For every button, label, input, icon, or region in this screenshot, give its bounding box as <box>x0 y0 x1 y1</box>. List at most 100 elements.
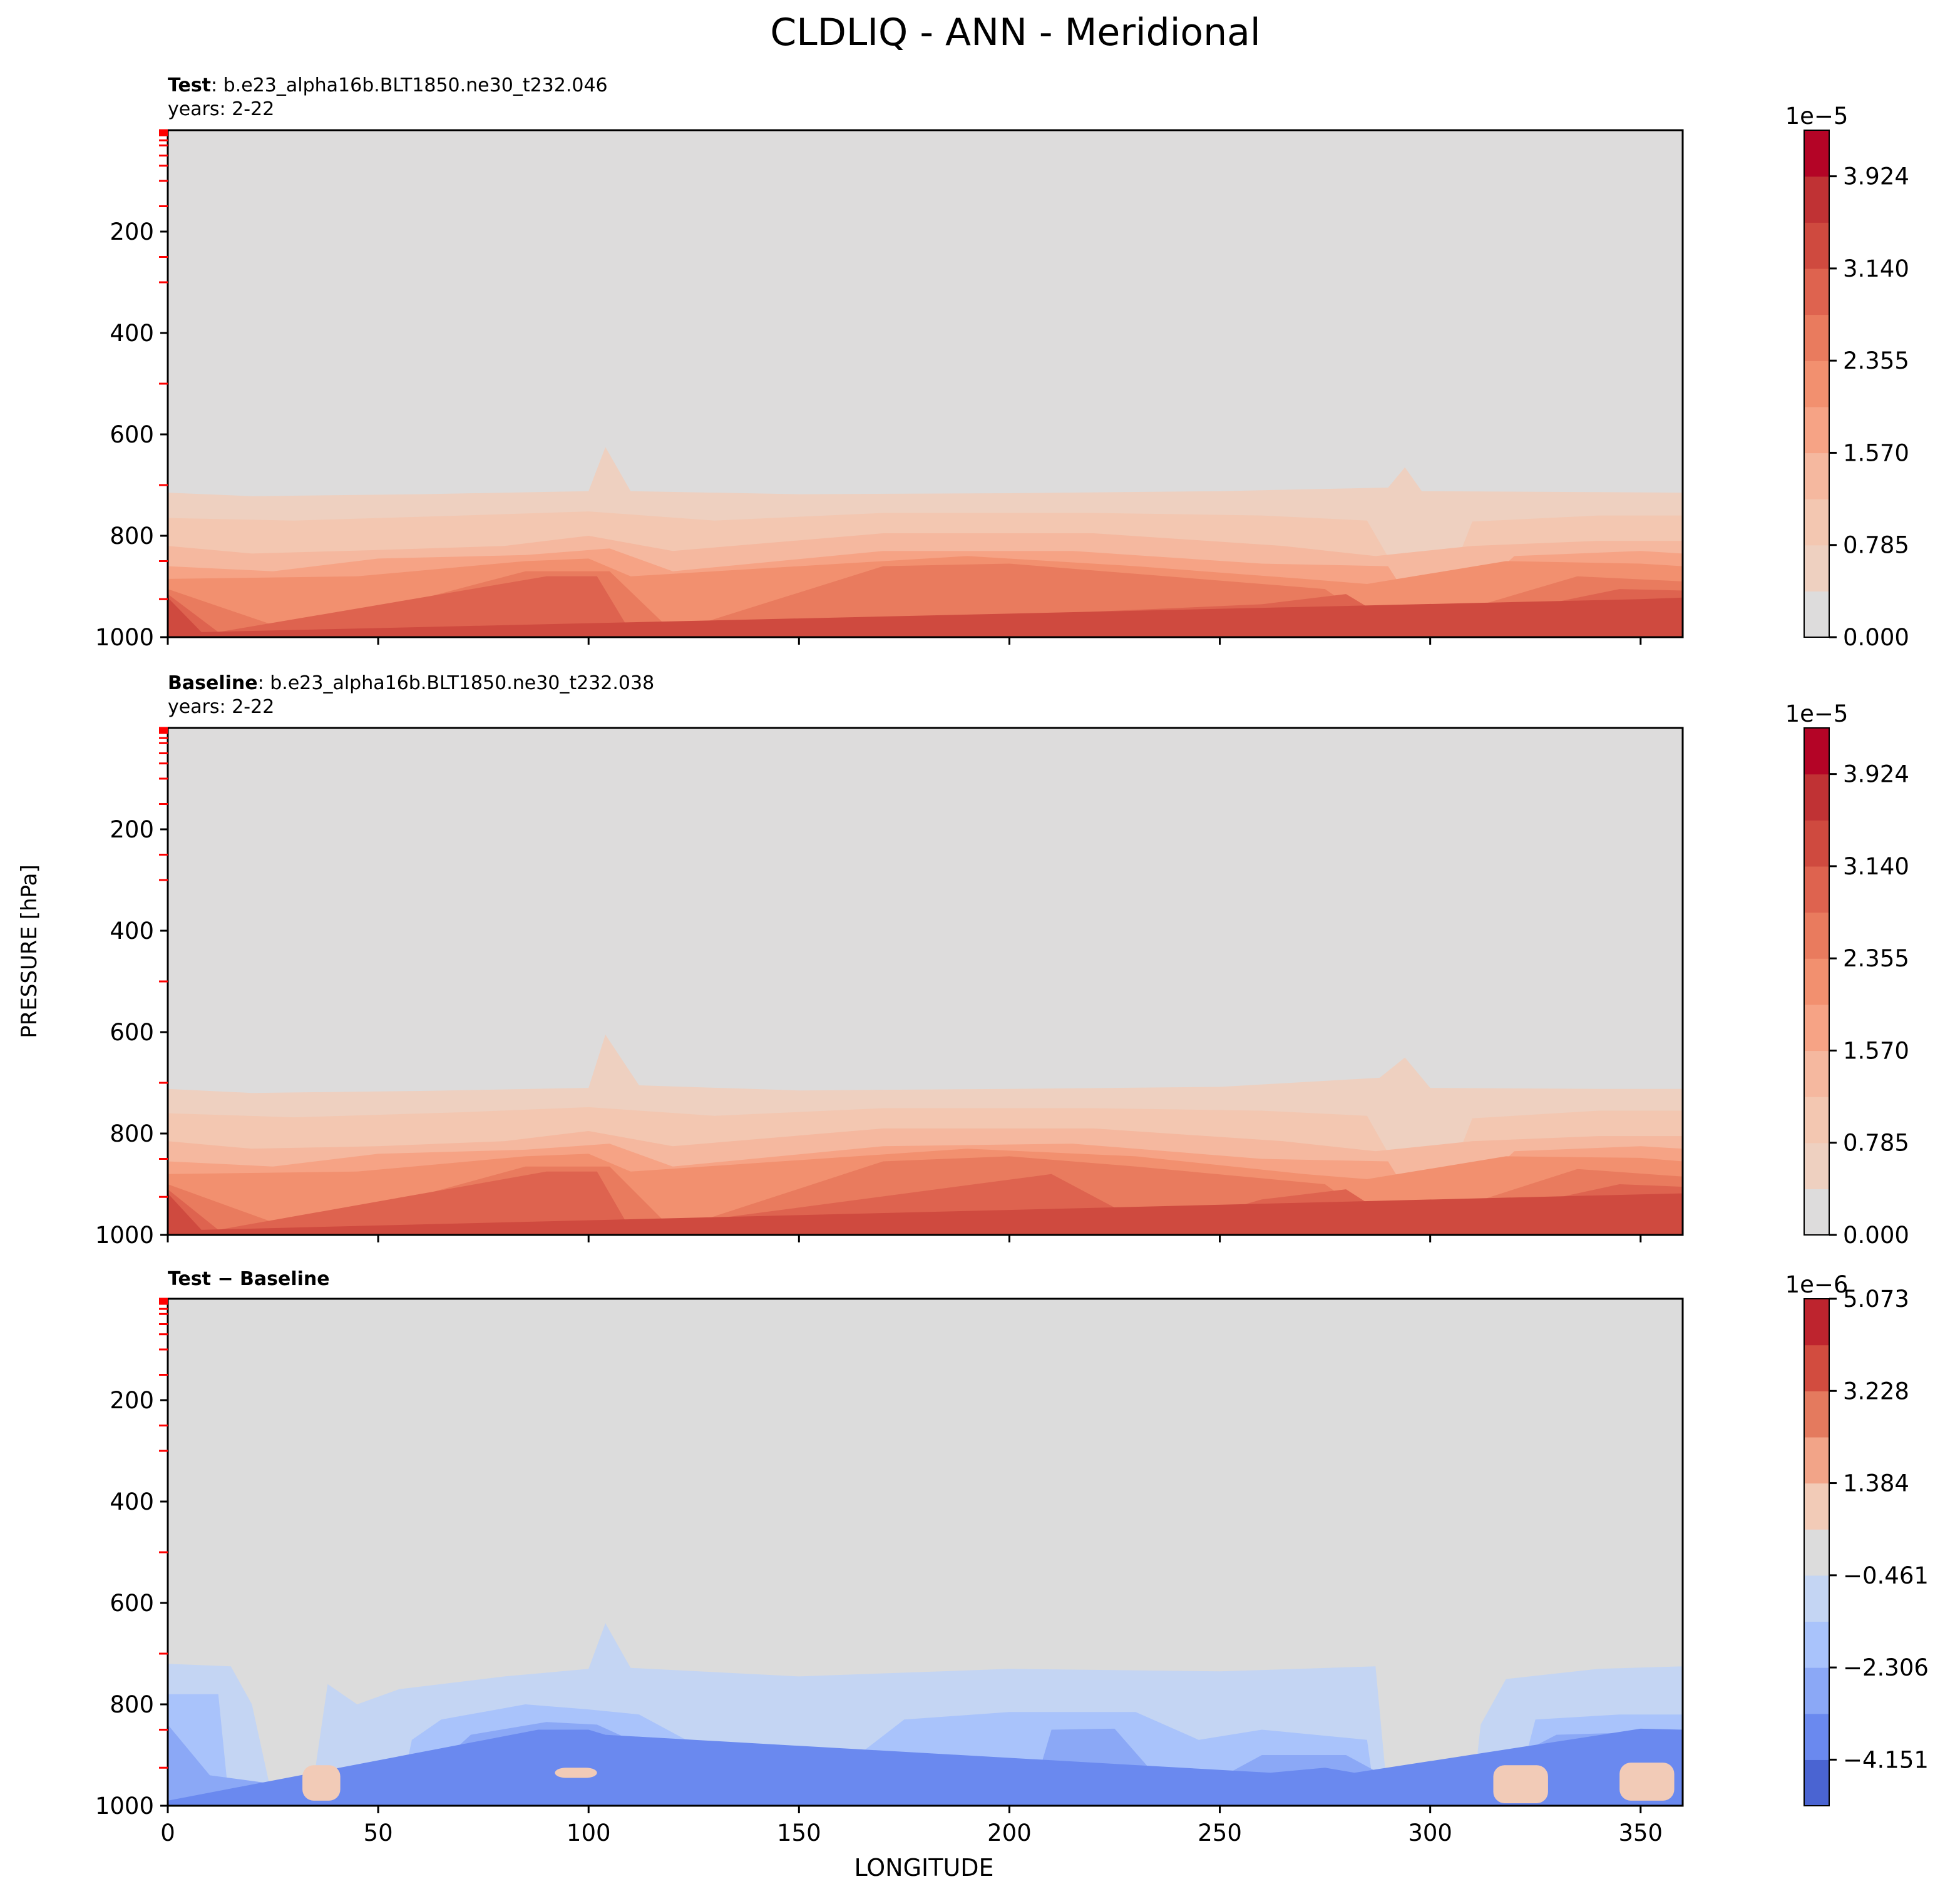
colorbar-tick-label: −0.461 <box>1843 1562 1929 1589</box>
colorbar-segment <box>1804 314 1829 361</box>
colorbar-tick-label: 3.140 <box>1843 255 1909 282</box>
colorbar-segment <box>1804 1299 1829 1346</box>
y-tick-label: 600 <box>110 1019 154 1046</box>
colorbar-tick-label: −2.306 <box>1843 1654 1929 1681</box>
y-tick-label: 200 <box>110 816 154 843</box>
positive-anomaly-patch <box>555 1768 597 1778</box>
colorbar-scale: 1e−5 <box>1785 700 1849 727</box>
colorbar-segment <box>1804 958 1829 1005</box>
colorbar-segment <box>1804 453 1829 499</box>
colorbar-tick-label: 2.355 <box>1843 945 1909 972</box>
x-tick-label: 0 <box>160 1820 175 1846</box>
panel-baseline: 200 400 600 800 1000 Baseline: b.e23_alpha16b… <box>95 672 1909 1249</box>
y-tick-label: 800 <box>110 1691 154 1718</box>
panel-label: Test: b.e23_alpha16b.BLT1850.ne30_t232.0… <box>168 74 608 96</box>
y-tick-label: 400 <box>110 320 154 347</box>
colorbar-tick-label: 5.073 <box>1843 1286 1909 1313</box>
colorbar-segment <box>1804 1621 1829 1668</box>
colorbar-tick-label: 3.140 <box>1843 853 1909 880</box>
colorbar-segment <box>1804 1436 1829 1484</box>
contour-group <box>168 1035 1683 1235</box>
x-tick-label: 150 <box>777 1820 821 1846</box>
colorbar-segment <box>1804 1189 1829 1236</box>
colorbar-scale: 1e−6 <box>1785 1271 1849 1298</box>
colorbar-segment <box>1804 361 1829 407</box>
x-tick-label: 200 <box>987 1820 1032 1846</box>
y-tick-label: 400 <box>110 1488 154 1515</box>
colorbar-frame <box>1804 727 1830 1236</box>
colorbar-tick-label: 1.384 <box>1843 1470 1909 1497</box>
x-tick-label: 50 <box>364 1820 393 1846</box>
colorbar-segment <box>1804 499 1829 546</box>
colorbar-segment <box>1804 1483 1829 1530</box>
x-axis-label: LONGITUDE <box>854 1854 993 1881</box>
colorbar-segment <box>1804 1097 1829 1144</box>
x-tick-label: 250 <box>1198 1820 1242 1846</box>
y-tick-label: 800 <box>110 523 154 550</box>
colorbar-segment <box>1804 728 1829 775</box>
colorbar-tick-label: 1.570 <box>1843 439 1909 466</box>
colorbar-scale: 1e−5 <box>1785 103 1849 130</box>
colorbar-segment <box>1804 222 1829 269</box>
colorbar-segment <box>1804 130 1829 177</box>
contour-group <box>168 447 1683 637</box>
level-marker-top <box>159 1299 168 1304</box>
y-tick-label: 600 <box>110 421 154 448</box>
colorbar-tick-label: −4.151 <box>1843 1746 1929 1773</box>
y-tick-label: 800 <box>110 1120 154 1147</box>
colorbar-segment <box>1804 176 1829 223</box>
colorbar-tick-label: 0.000 <box>1843 1222 1909 1249</box>
positive-anomaly-patch <box>1493 1765 1548 1803</box>
colorbar-tick-label: 0.785 <box>1843 1130 1909 1157</box>
colorbar-segment <box>1804 1759 1829 1806</box>
y-tick-label: 1000 <box>95 1222 154 1249</box>
colorbar-frame <box>1804 130 1830 638</box>
y-tick-label: 400 <box>110 918 154 944</box>
panel-test: 200 400 600 800 1000 Test: b.e23_alpha16b.BLT… <box>95 74 1909 651</box>
y-tick-label: 600 <box>110 1590 154 1617</box>
colorbar-segment <box>1804 1391 1829 1438</box>
y-axis-label: PRESSURE [hPa] <box>17 864 42 1038</box>
colorbar-segment <box>1804 545 1829 591</box>
panel-subtitle: years: 2-22 <box>168 696 274 718</box>
x-tick-label: 300 <box>1408 1820 1452 1846</box>
colorbar-segment <box>1804 1667 1829 1714</box>
colorbar-segment <box>1804 774 1829 821</box>
panel-subtitle: years: 2-22 <box>168 98 274 120</box>
contour-group <box>168 1623 1683 1806</box>
colorbar-frame <box>1804 1298 1830 1806</box>
positive-anomaly-patch <box>302 1765 341 1801</box>
colorbar-segment <box>1804 1050 1829 1097</box>
colorbar-segment <box>1804 1713 1829 1760</box>
colorbar-tick-label: 0.785 <box>1843 532 1909 559</box>
colorbar-segment <box>1804 912 1829 959</box>
x-tick-label: 350 <box>1618 1820 1663 1846</box>
colorbar-tick-label: 0.000 <box>1843 624 1909 651</box>
colorbar-segment <box>1804 1575 1829 1622</box>
positive-anomaly-patch <box>1619 1763 1675 1801</box>
x-tick-label: 100 <box>567 1820 611 1846</box>
colorbar-tick-label: 1.570 <box>1843 1037 1909 1064</box>
colorbar-segment <box>1804 820 1829 867</box>
colorbar-segment <box>1804 406 1829 454</box>
y-tick-label: 200 <box>110 1387 154 1414</box>
colorbar-segment <box>1804 1344 1829 1391</box>
level-marker-top <box>159 728 168 734</box>
colorbar-segment <box>1804 268 1829 315</box>
colorbar-segment <box>1804 591 1829 638</box>
panel-label: Test − Baseline <box>168 1268 330 1290</box>
level-marker-top <box>159 130 168 136</box>
y-tick-label: 1000 <box>95 1793 154 1820</box>
y-tick-label: 1000 <box>95 624 154 651</box>
colorbar-segment <box>1804 1142 1829 1189</box>
colorbar-tick-label: 3.924 <box>1843 761 1909 788</box>
panel-label: Baseline: b.e23_alpha16b.BLT1850.ne30_t2… <box>168 672 654 694</box>
colorbar-tick-label: 3.228 <box>1843 1378 1909 1405</box>
colorbar-segment <box>1804 1529 1829 1576</box>
colorbar-segment <box>1804 866 1829 913</box>
y-tick-label: 200 <box>110 218 154 245</box>
contour-band-level-8 <box>168 597 1683 637</box>
